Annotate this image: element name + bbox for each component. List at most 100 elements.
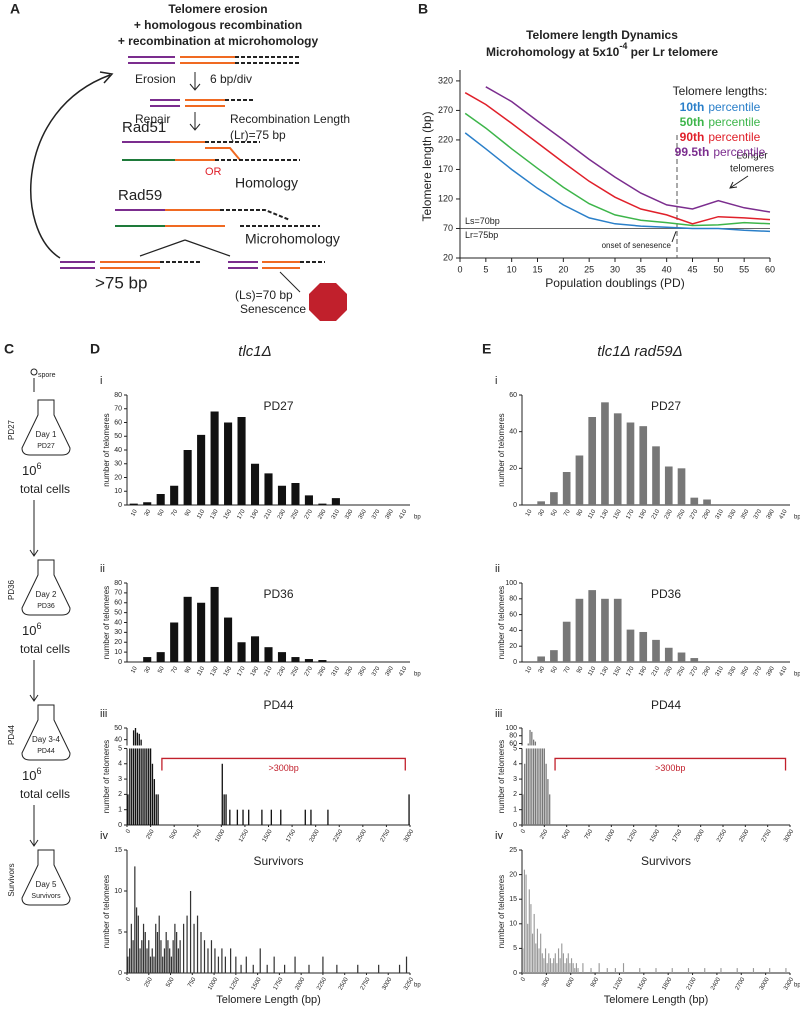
x-tick-label: 110 [196,508,206,520]
bar [141,940,143,973]
y-tick-label: 320 [438,75,453,85]
x-tick-label: 330 [727,665,738,677]
bar [170,956,173,973]
x-tick-label: 270 [304,665,315,677]
bar [138,748,140,825]
x-tick-label: 2000 [309,828,321,843]
flask [21,704,71,761]
x-tick-label: 2250 [332,828,344,843]
legend-suffix: percentile [708,130,760,144]
bar [537,656,545,662]
x-tick-label: 370 [371,665,382,677]
row-label: i [495,375,497,387]
y-tick-label: 0 [513,822,517,829]
y-tick-label: 30 [114,461,122,468]
bar [236,809,239,825]
y-tick-label: 70 [114,590,122,597]
x-tick-label: 310 [331,665,342,677]
bar [134,728,137,746]
bar [144,748,146,825]
bar [540,933,542,973]
chart-title: PD44 [263,698,293,712]
bar [248,809,250,825]
bar [235,956,237,973]
x-tick-label: 190 [250,665,261,677]
x-tick-label: 390 [766,508,777,520]
cell-count: 106 [22,766,41,783]
x-tick-label: 750 [584,828,595,840]
data-line [485,86,771,213]
bar [327,809,329,825]
x-tick-label: 25 [584,264,594,274]
bar [529,748,531,825]
panel-label: D [90,341,100,357]
panel-label: B [418,1,428,17]
stage-pd: PD36 [7,579,16,600]
x-tick-label: 170 [236,508,247,520]
bar [224,956,227,973]
x-tick-label: 230 [277,665,288,677]
bar [136,732,139,746]
x-tick-label: 2100 [686,976,698,991]
x-tick-label: 2500 [356,828,368,843]
bar [548,953,550,973]
bar [601,598,609,662]
subtitle-text: per Lr telomere [627,45,718,59]
y-tick-label: 15 [509,896,517,903]
y-tick-label: 10 [114,488,122,495]
bar [336,964,338,973]
bar [143,657,152,662]
y-tick-label: 120 [438,193,453,203]
x-tick-label: 270 [689,665,700,677]
bar [664,466,673,505]
x-tick-label: 170 [236,665,247,677]
y-tick-label: 60 [509,392,517,399]
bar [614,968,616,973]
x-tick-label: 70 [563,665,572,674]
x-tick-label: 50 [550,508,559,517]
legend-suffix: percentile [708,100,760,114]
y-tick-label: 0 [513,659,517,666]
x-tick-label: 35 [636,264,646,274]
x-tick-label: 30 [144,508,153,517]
bar [137,915,139,973]
x-tick-label: 250 [676,665,687,677]
bar [270,809,272,825]
bar [264,473,273,505]
flask [21,399,71,456]
bar [156,932,159,973]
legend-suffix: percentile [708,115,760,129]
bar [259,948,261,973]
bar [214,948,216,973]
column-header: tlc1Δ [238,343,271,360]
bar [217,956,220,973]
bar [160,940,162,973]
x-tick-label: 250 [145,828,156,840]
bar [677,652,686,662]
bar [250,636,260,662]
step-label: Repair [135,112,170,126]
legend-entry: 10th percentile [680,100,761,114]
x-tick-label: 290 [702,508,713,520]
bar [536,928,538,973]
y-tick-label: 100 [505,580,517,587]
y-tick-label: 40 [509,429,517,436]
x-tick-label: 3000 [759,976,771,991]
x-tick-label: 90 [576,665,585,674]
bar [200,932,202,973]
bar [575,598,584,662]
x-tick-label: 0 [520,976,527,982]
bar [252,964,254,973]
bar [564,963,566,973]
x-tick-label: 350 [740,508,751,520]
bar [703,499,711,505]
bar [531,748,533,825]
bar [183,450,192,505]
bar [545,763,547,825]
x-unit: bp [794,672,800,678]
annotation-arrow [671,231,677,243]
bar [294,956,296,973]
stage-pd: Survivors [7,863,16,896]
x-tick-label: 10 [525,665,534,674]
